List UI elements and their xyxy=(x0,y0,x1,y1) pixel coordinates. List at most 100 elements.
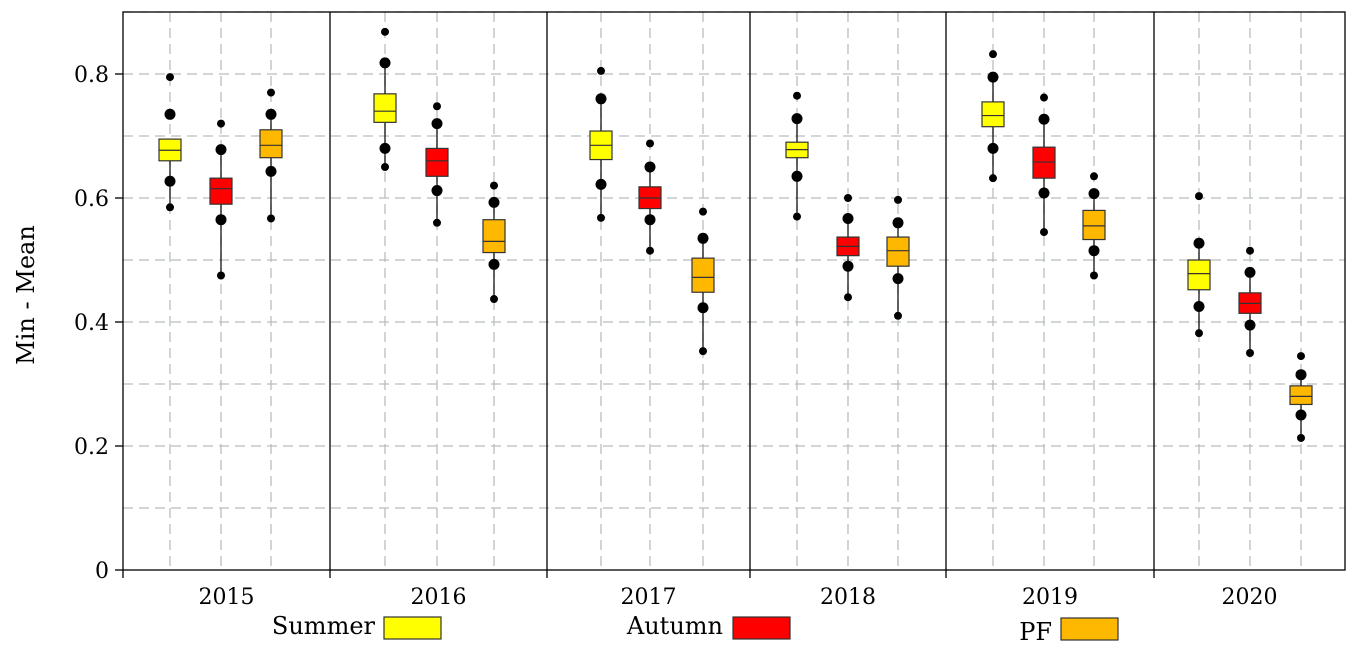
outlier-point xyxy=(793,91,801,100)
outlier-point xyxy=(217,119,225,128)
outlier-point xyxy=(844,293,852,302)
plot-frame xyxy=(122,11,1346,571)
outlier-point xyxy=(1246,246,1254,255)
outlier-point xyxy=(1297,352,1305,361)
box xyxy=(1187,259,1211,291)
outlier-point xyxy=(595,93,607,105)
box-summer-2015 xyxy=(158,73,182,212)
box-pf-2020 xyxy=(1289,352,1313,442)
box-pf-2017 xyxy=(691,207,715,356)
outlier-point xyxy=(646,246,654,255)
outlier-point xyxy=(1244,266,1256,278)
outlier-point xyxy=(699,347,707,356)
outlier-point xyxy=(842,260,854,272)
box-autumn-2015 xyxy=(209,119,233,280)
box-plots xyxy=(158,27,1313,442)
legend-swatch xyxy=(383,616,442,640)
x-tick-label: 2018 xyxy=(820,585,876,610)
outlier-point xyxy=(379,57,391,69)
x-tick-label: 2015 xyxy=(199,585,255,610)
outlier-point xyxy=(166,203,174,212)
outlier-point xyxy=(1295,369,1307,381)
y-tick-label: 0 xyxy=(95,559,109,584)
outlier-point xyxy=(215,144,227,156)
box-pf-2019 xyxy=(1082,172,1106,280)
outlier-point xyxy=(164,175,176,187)
y-tick-label: 0.6 xyxy=(74,187,109,212)
outlier-point xyxy=(381,27,389,36)
outlier-point xyxy=(267,214,275,223)
outlier-point xyxy=(1246,349,1254,357)
box xyxy=(886,236,910,267)
outlier-point xyxy=(1090,271,1098,280)
outlier-point xyxy=(1297,433,1305,442)
outlier-point xyxy=(894,195,902,204)
outlier-point xyxy=(791,170,803,182)
legend-item-autumn: Autumn xyxy=(626,612,791,640)
y-tick-label: 0.4 xyxy=(74,311,109,336)
grid xyxy=(123,11,1345,570)
outlier-point xyxy=(267,88,275,97)
box xyxy=(209,177,233,205)
outlier-point xyxy=(490,181,498,190)
outlier-point xyxy=(597,213,605,222)
outlier-point xyxy=(490,295,498,304)
box-summer-2018 xyxy=(785,91,809,221)
outlier-point xyxy=(433,102,441,111)
outlier-point xyxy=(1088,245,1100,257)
box xyxy=(1082,209,1106,241)
legend-label: PF xyxy=(1019,618,1052,646)
outlier-point xyxy=(1040,93,1048,102)
outlier-point xyxy=(597,66,605,75)
axes: 0 0.2 0.4 0.6 0.8 2015 2016 2017 2018 2019 2020 xyxy=(74,11,1346,610)
outlier-point xyxy=(1195,329,1203,338)
outlier-point xyxy=(265,108,277,120)
outlier-point xyxy=(697,302,709,314)
box-pf-2015 xyxy=(259,88,283,223)
outlier-point xyxy=(1193,301,1205,312)
box-summer-2017 xyxy=(589,66,613,222)
legend-swatch xyxy=(1060,617,1119,641)
outlier-point xyxy=(844,194,852,202)
box xyxy=(482,219,506,254)
outlier-point xyxy=(431,118,443,130)
box-autumn-2019 xyxy=(1032,93,1056,237)
outlier-point xyxy=(892,273,904,285)
box-autumn-2017 xyxy=(638,139,662,255)
box-summer-2016 xyxy=(373,27,397,171)
outlier-point xyxy=(1244,319,1256,331)
y-tick-label: 0.8 xyxy=(74,63,109,88)
outlier-point xyxy=(1040,228,1048,237)
box-autumn-2020 xyxy=(1238,246,1262,357)
outlier-point xyxy=(1090,172,1098,181)
outlier-point xyxy=(987,71,999,83)
outlier-point xyxy=(217,271,225,280)
box xyxy=(691,257,715,293)
outlier-point xyxy=(431,185,443,197)
year-panels xyxy=(329,12,1155,570)
outlier-point xyxy=(989,50,997,59)
box xyxy=(425,147,449,177)
outlier-point xyxy=(1038,187,1050,199)
x-tick-label: 2019 xyxy=(1022,585,1078,610)
outlier-point xyxy=(793,212,801,221)
outlier-point xyxy=(265,165,277,177)
x-tick-label: 2016 xyxy=(411,585,467,610)
outlier-point xyxy=(697,232,709,244)
legend-label: Autumn xyxy=(626,612,723,640)
legend-swatch xyxy=(732,616,791,640)
legend-item-pf: PF xyxy=(1019,617,1119,646)
outlier-point xyxy=(646,139,654,148)
legend-item-summer: Summer xyxy=(272,612,442,640)
outlier-point xyxy=(1295,409,1307,421)
outlier-point xyxy=(379,142,391,154)
outlier-point xyxy=(644,214,656,226)
outlier-point xyxy=(1038,113,1050,125)
legend: Summer Autumn PF xyxy=(272,612,1119,646)
outlier-point xyxy=(699,207,707,216)
x-tick-label: 2017 xyxy=(621,585,677,610)
outlier-point xyxy=(166,73,174,82)
box xyxy=(1289,385,1313,406)
y-tick-label: 0.2 xyxy=(74,435,109,460)
